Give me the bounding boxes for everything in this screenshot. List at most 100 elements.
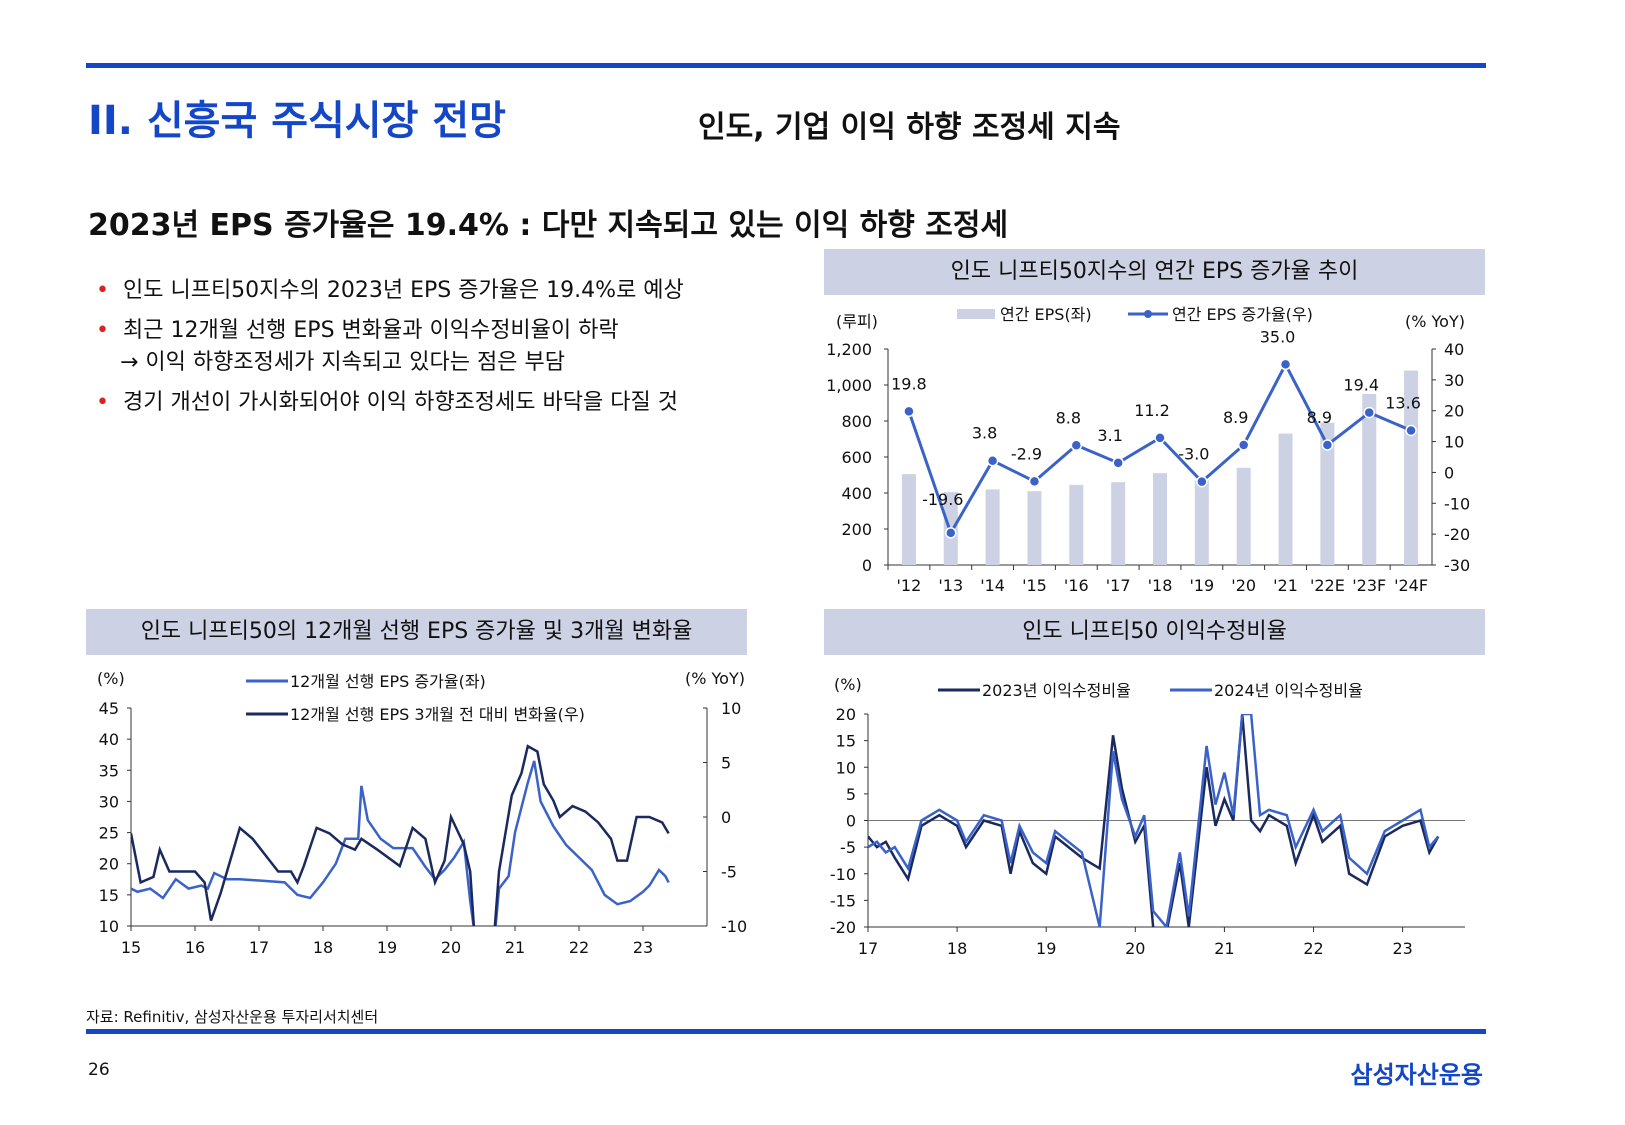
growth-point xyxy=(1321,439,1334,451)
top-rule xyxy=(86,63,1486,68)
y-tick-label-right: 20 xyxy=(1444,402,1464,421)
y-tick-label-right: -10 xyxy=(721,917,747,936)
x-tick-label: '17 xyxy=(1106,576,1131,595)
y-tick-label-left: 20 xyxy=(836,705,856,724)
chart1-title: 인도 니프티50지수의 연간 EPS 증가율 추이 xyxy=(824,249,1485,295)
y-tick-label-right: 5 xyxy=(721,754,731,773)
source-note: 자료: Refinitiv, 삼성자산운용 투자리서치센터 xyxy=(86,1008,379,1026)
series-line-1 xyxy=(131,760,670,926)
legend-label-2: 2024년 이익수정비율 xyxy=(1214,681,1363,700)
x-tick-label: '21 xyxy=(1273,576,1298,595)
y-tick-label-left: 200 xyxy=(841,520,872,539)
legend-label-1: 12개월 선행 EPS 증가율(좌) xyxy=(290,672,486,691)
eps-bar xyxy=(1194,480,1209,565)
x-tick-label: '20 xyxy=(1231,576,1256,595)
legend-marker xyxy=(1144,310,1152,318)
growth-point xyxy=(1112,457,1124,469)
x-tick-label: 19 xyxy=(1036,939,1056,958)
growth-data-label: -3.0 xyxy=(1178,445,1209,464)
eps-bar xyxy=(1069,484,1084,565)
y-tick-label-right: -30 xyxy=(1444,556,1470,575)
bullet-3: • 경기 개선이 가시화되어야 이익 하향조정세도 바닥을 다질 것 xyxy=(96,390,678,415)
y-tick-label-right: -5 xyxy=(721,863,737,882)
growth-point xyxy=(1196,475,1208,488)
growth-data-label: 3.8 xyxy=(972,424,997,443)
y-tick-label-right: 10 xyxy=(1444,433,1464,452)
eps-bar xyxy=(1362,394,1377,565)
x-tick-label: '14 xyxy=(980,576,1005,595)
x-tick-label: 18 xyxy=(313,938,333,957)
eps-bar xyxy=(985,489,1000,565)
y-tick-label-right: 10 xyxy=(721,699,741,718)
x-tick-label: 18 xyxy=(947,939,967,958)
growth-point xyxy=(1363,406,1375,419)
x-tick-label: 17 xyxy=(249,938,269,957)
y-tick-label-left: 400 xyxy=(841,484,872,503)
growth-point xyxy=(1070,439,1083,452)
y-tick-label-left: 25 xyxy=(99,824,119,843)
bullet-2: • 최근 12개월 선행 EPS 변화율과 이익수정비율이 하락 xyxy=(96,318,619,343)
y-tick-label-left: 5 xyxy=(846,785,856,804)
y-tick-label-right: -10 xyxy=(1444,494,1470,513)
legend-swatch-bar xyxy=(957,309,995,319)
y-tick-label-left: 1,000 xyxy=(826,376,872,395)
y-tick-label-left: 10 xyxy=(99,917,119,936)
company-logo: 삼성자산운용 xyxy=(1350,1061,1483,1089)
page-number: 26 xyxy=(88,1060,110,1080)
y-axis-label: (%) xyxy=(834,675,862,694)
growth-point xyxy=(1154,432,1166,444)
growth-data-label: 11.2 xyxy=(1134,401,1170,420)
legend-label-bar: 연간 EPS(좌) xyxy=(1000,305,1092,324)
series-line-1 xyxy=(868,714,1440,927)
eps-bar xyxy=(1404,370,1419,565)
slide-subtitle: 인도, 기업 이익 하향 조정세 지속 xyxy=(698,110,1121,145)
x-tick-label: '12 xyxy=(897,576,922,595)
legend-label-2: 12개월 선행 EPS 3개월 전 대비 변화율(우) xyxy=(290,705,585,724)
y-tick-label-left: 40 xyxy=(99,730,119,749)
y-tick-label-right: 0 xyxy=(721,808,731,827)
bullet-1: • 인도 니프티50지수의 2023년 EPS 증가율은 19.4%로 예상 xyxy=(96,278,684,303)
growth-point xyxy=(903,405,915,418)
growth-data-label: -2.9 xyxy=(1011,444,1042,463)
y-tick-label-left: 35 xyxy=(99,761,119,780)
y-tick-label-right: 40 xyxy=(1444,340,1464,359)
growth-point xyxy=(945,527,957,539)
y-tick-label-left: 0 xyxy=(862,556,872,575)
y-tick-label-left: -10 xyxy=(830,865,856,884)
growth-point xyxy=(1405,424,1417,437)
growth-data-label: 3.1 xyxy=(1097,426,1122,445)
series-line-2 xyxy=(868,714,1440,927)
y-tick-label-left: 10 xyxy=(836,758,856,777)
x-tick-label: 20 xyxy=(1125,939,1145,958)
y-axis-label-right: (% YoY) xyxy=(1405,312,1465,331)
x-tick-label: '23F xyxy=(1352,576,1386,595)
x-tick-label: '13 xyxy=(938,576,963,595)
bottom-rule xyxy=(86,1029,1486,1034)
y-tick-label-right: 30 xyxy=(1444,371,1464,390)
growth-point xyxy=(1237,439,1250,451)
x-tick-label: '24F xyxy=(1394,576,1428,595)
bullet-2-cont: → 이익 하향조정세가 지속되고 있다는 점은 부담 xyxy=(120,350,565,375)
x-tick-label: 22 xyxy=(1303,939,1323,958)
y-tick-label-left: 15 xyxy=(99,886,119,905)
growth-data-label: 35.0 xyxy=(1260,327,1296,346)
x-tick-label: '22E xyxy=(1310,576,1345,595)
x-tick-label: 17 xyxy=(858,939,878,958)
chart2-title: 인도 니프티50의 12개월 선행 EPS 증가율 및 3개월 변화율 xyxy=(86,609,747,655)
y-tick-label-left: 30 xyxy=(99,792,119,811)
y-tick-label-left: 0 xyxy=(846,812,856,831)
y-axis-label-right: (% YoY) xyxy=(685,669,745,688)
y-tick-label-left: -15 xyxy=(830,891,856,910)
x-tick-label: 21 xyxy=(1214,939,1234,958)
eps-bar xyxy=(901,474,916,565)
growth-data-label: 8.9 xyxy=(1307,408,1332,427)
growth-point xyxy=(1279,358,1292,371)
x-tick-label: '19 xyxy=(1189,576,1214,595)
y-tick-label-left: -20 xyxy=(830,918,856,937)
x-tick-label: '18 xyxy=(1148,576,1173,595)
y-tick-label-left: 1,200 xyxy=(826,340,872,359)
x-tick-label: 22 xyxy=(569,938,589,957)
y-tick-label-left: 45 xyxy=(99,699,119,718)
growth-data-label: -19.6 xyxy=(922,490,963,509)
